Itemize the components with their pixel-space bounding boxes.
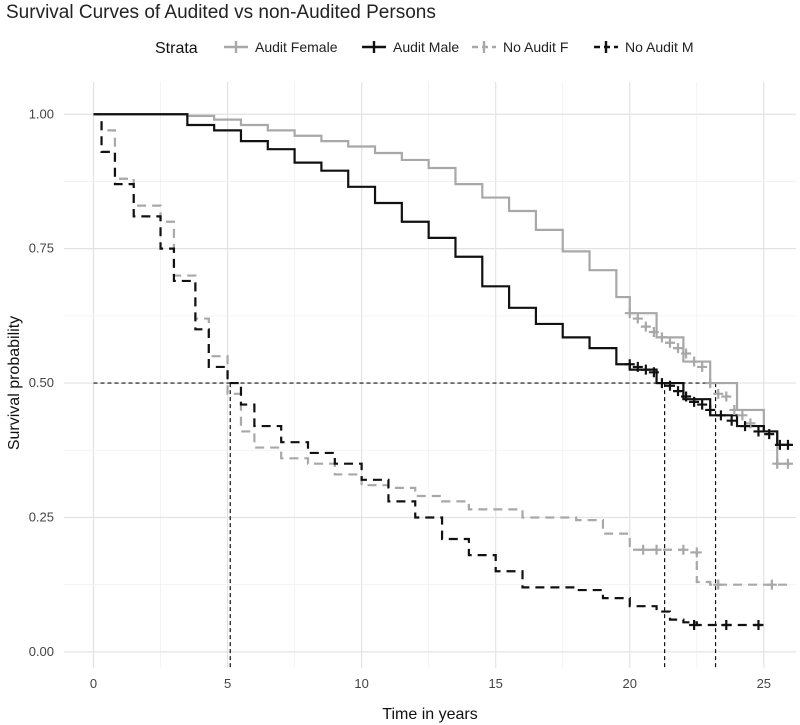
y-axis-label: Survival probability — [6, 316, 23, 450]
grid — [64, 82, 796, 668]
censor-mark-audit-female — [705, 378, 716, 389]
x-tick-label: 5 — [224, 676, 231, 691]
censor-mark-audit-male — [689, 396, 700, 407]
censor-mark-audit-female — [745, 418, 756, 429]
censor-mark-audit-female — [729, 404, 740, 415]
censor-mark-audit-female — [648, 326, 659, 337]
censor-mark-audit-female — [624, 308, 635, 319]
y-tick-label: 1.00 — [29, 106, 54, 121]
censor-mark-audit-female — [697, 361, 708, 372]
legend-item-no-audit-m: No Audit M — [594, 39, 693, 55]
censor-mark-no-audit-f — [651, 544, 662, 555]
censor-mark-audit-female — [632, 313, 643, 324]
censor-mark-no-audit-m — [689, 619, 700, 630]
censor-mark-audit-male — [705, 404, 716, 415]
censor-mark-audit-male — [681, 391, 692, 402]
censor-mark-audit-female — [689, 356, 700, 367]
censor-mark-audit-female — [782, 458, 793, 469]
censor-mark-audit-male — [726, 415, 737, 426]
censor-mark-audit-male — [656, 378, 667, 389]
censor-mark-no-audit-f — [691, 547, 702, 558]
legend-title: Strata — [155, 40, 198, 57]
censor-mark-no-audit-f — [713, 579, 724, 590]
censor-marks — [624, 308, 793, 630]
survival-curve-audit-female — [93, 113, 791, 465]
censor-mark-no-audit-f — [638, 544, 649, 555]
censor-mark-audit-male — [664, 380, 675, 391]
censor-mark-audit-male — [715, 410, 726, 421]
censor-mark-audit-female — [656, 332, 667, 343]
survival-curve-no-audit-m — [93, 113, 764, 627]
censor-mark-audit-female — [681, 348, 692, 359]
censor-mark-audit-female — [664, 337, 675, 348]
censor-mark-audit-female — [673, 343, 684, 354]
censor-mark-no-audit-f — [678, 544, 689, 555]
survival-curves — [93, 113, 791, 627]
legend-label: Audit Female — [255, 39, 338, 55]
censor-mark-audit-female — [772, 458, 783, 469]
censor-mark-audit-male — [673, 386, 684, 397]
censor-mark-audit-male — [753, 426, 764, 437]
censor-mark-audit-female — [713, 388, 724, 399]
censor-mark-audit-male — [624, 359, 635, 370]
censor-mark-no-audit-m — [721, 619, 732, 630]
median-reference-lines — [93, 382, 717, 668]
y-tick-label: 0.00 — [29, 644, 54, 659]
legend-label: No Audit M — [625, 39, 693, 55]
x-axis-label: Time in years — [382, 706, 477, 723]
censor-mark-audit-male — [648, 367, 659, 378]
x-tick-label: 10 — [354, 676, 368, 691]
y-tick-label: 0.75 — [29, 241, 54, 256]
legend-label: No Audit F — [503, 39, 568, 55]
y-tick-label: 0.25 — [29, 509, 54, 524]
censor-mark-audit-male — [697, 399, 708, 410]
legend-item-audit-female: Audit Female — [224, 39, 338, 55]
censor-mark-audit-female — [737, 410, 748, 421]
censor-mark-audit-male — [782, 439, 793, 450]
legend: Strata Audit Female Audit Male No Audit F N… — [155, 39, 693, 57]
legend-label: Audit Male — [393, 39, 459, 55]
axis-ticks: 0 5 10 15 20 25 0.00 0.25 0.50 0.75 1.00 — [29, 106, 771, 691]
x-tick-label: 25 — [757, 676, 771, 691]
survival-curve-audit-male — [93, 113, 791, 446]
chart-title: Survival Curves of Audited vs non-Audite… — [6, 2, 436, 23]
censor-mark-audit-male — [740, 421, 751, 432]
censor-mark-audit-female — [640, 321, 651, 332]
censor-mark-audit-female — [721, 391, 732, 402]
legend-item-no-audit-f: No Audit F — [472, 39, 568, 55]
y-tick-label: 0.50 — [29, 375, 54, 390]
censor-mark-no-audit-f — [766, 579, 777, 590]
x-tick-label: 0 — [90, 676, 97, 691]
censor-mark-no-audit-m — [753, 619, 764, 630]
censor-mark-audit-male — [632, 361, 643, 372]
legend-item-audit-male: Audit Male — [362, 39, 459, 55]
x-tick-label: 20 — [623, 676, 637, 691]
censor-mark-audit-male — [640, 364, 651, 375]
x-tick-label: 15 — [488, 676, 502, 691]
censor-mark-audit-male — [764, 429, 775, 440]
